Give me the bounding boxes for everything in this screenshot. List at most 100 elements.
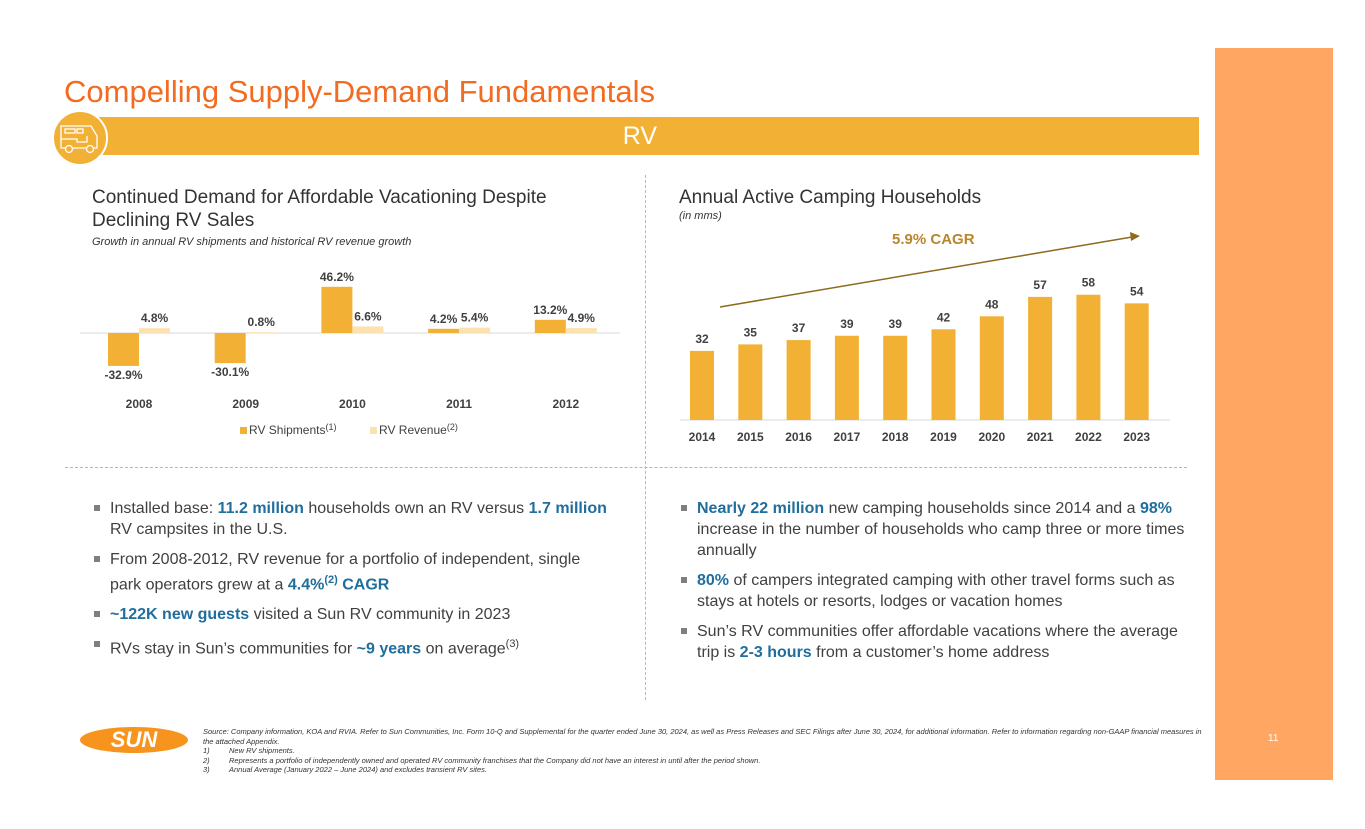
- vertical-divider: [645, 175, 646, 700]
- cagr-arrow: [719, 236, 1133, 308]
- data-label: 39: [840, 317, 854, 331]
- data-label: 0.8%: [248, 315, 276, 329]
- bullet-text: from a customer’s home address: [811, 644, 1050, 661]
- section-label: RV: [622, 122, 657, 150]
- rv-growth-chart: -32.9% 4.8% 2008 -30.1% 0.8% 2009 46.2% 6.6% 201…: [80, 270, 620, 437]
- bullet-text: 1.7 million: [528, 500, 607, 517]
- household-bar: [1028, 296, 1053, 420]
- data-label: 5.4%: [461, 311, 489, 325]
- bullet-text: households own an RV versus: [303, 500, 529, 517]
- bullet-text: (2): [324, 574, 338, 586]
- footnote: 1) New RV shipments.: [203, 746, 295, 756]
- bullet-text: of campers integrated camping with other…: [697, 572, 1175, 610]
- left-heading: Continued Demand for Affordable Vacation…: [92, 187, 547, 231]
- revenue-bar: [352, 326, 384, 333]
- household-bar: [979, 316, 1004, 420]
- bullet-text: Nearly 22 million: [697, 500, 825, 517]
- bullet-text: RVs stay in Sun’s communities for: [110, 640, 357, 658]
- section-band: RV: [95, 117, 1199, 155]
- legend-label: RV Revenue(2): [379, 422, 458, 437]
- bullet-text: increase in the number of households who…: [697, 521, 1185, 559]
- x-tick-label: 2008: [126, 397, 153, 411]
- data-label: 42: [937, 310, 951, 324]
- left-bullets: Installed base: 11.2 million households …: [92, 498, 612, 669]
- x-tick-label: 2011: [446, 397, 472, 411]
- bullet-item: ~122K new guests visited a Sun RV commun…: [92, 604, 612, 625]
- household-bar: [931, 329, 956, 420]
- bullet-text: visited a Sun RV community in 2023: [249, 606, 511, 624]
- x-tick-label: 2009: [232, 397, 259, 411]
- data-label: 4.2%: [430, 312, 458, 326]
- data-label: 4.9%: [568, 311, 596, 325]
- legend-label: RV Shipments(1): [249, 422, 336, 437]
- horizontal-divider: [65, 467, 1187, 468]
- x-tick-label: 2020: [978, 430, 1005, 444]
- bullet-text: 98%: [1139, 500, 1172, 517]
- revenue-bar: [245, 332, 277, 334]
- bullet-item: Installed base: 11.2 million households …: [92, 498, 612, 540]
- household-bar: [738, 344, 763, 420]
- data-label: 37: [792, 321, 806, 335]
- bullet-text: From 2008-2012, RV revenue for a portfol…: [110, 551, 581, 594]
- household-bar: [690, 350, 714, 420]
- x-tick-label: 2010: [339, 397, 366, 411]
- x-tick-label: 2014: [689, 430, 716, 444]
- x-tick-label: 2015: [737, 430, 764, 444]
- bullet-text: (3): [505, 638, 520, 651]
- bullet-item: 80% of campers integrated camping with o…: [679, 570, 1189, 612]
- shipments-bar: [428, 328, 460, 333]
- rv-icon: [52, 110, 108, 166]
- data-label: 48: [985, 297, 999, 311]
- data-label: 35: [744, 325, 758, 339]
- x-tick-label: 2016: [785, 430, 812, 444]
- revenue-bar: [565, 328, 597, 333]
- bullet-text: 11.2 million: [217, 500, 304, 517]
- data-label: 4.8%: [141, 311, 169, 325]
- x-tick-label: 2022: [1075, 430, 1102, 444]
- legend-swatch: [240, 427, 247, 434]
- data-label: 32: [695, 332, 709, 346]
- source-note: Source: Company information, KOA and RVI…: [203, 727, 1202, 746]
- shipments-bar: [534, 319, 566, 333]
- data-label: 39: [889, 317, 903, 331]
- bullet-text: 4.4%: [287, 576, 325, 594]
- bullet-item: Sun’s RV communities offer affordable va…: [679, 621, 1189, 663]
- bullet-text: ~9 years: [356, 640, 422, 658]
- x-tick-label: 2018: [882, 430, 909, 444]
- household-bar: [786, 340, 811, 420]
- page-number: 11: [1268, 733, 1279, 744]
- data-label: 6.6%: [354, 309, 382, 323]
- x-tick-label: 2012: [552, 397, 579, 411]
- data-label: -32.9%: [104, 368, 142, 382]
- household-bar: [1124, 303, 1149, 420]
- sun-logo: SUN: [80, 727, 188, 753]
- bullet-text: 2-3 hours: [739, 644, 812, 661]
- bullet-text: new camping households since 2014 and a: [824, 500, 1140, 517]
- bullet-text: CAGR: [337, 576, 390, 594]
- data-label: -30.1%: [211, 365, 249, 379]
- shipments-bar: [108, 333, 139, 366]
- data-label: 54: [1130, 284, 1144, 298]
- footnotes: Source: Company information, KOA and RVI…: [203, 727, 1213, 775]
- revenue-bar: [459, 327, 491, 333]
- arrow-head-icon: [1130, 232, 1140, 241]
- shipments-bar: [321, 286, 353, 333]
- data-label: 13.2%: [533, 303, 567, 317]
- side-panel: [1215, 48, 1333, 780]
- right-heading: Annual Active Camping Households: [679, 187, 982, 208]
- household-bar: [883, 335, 908, 420]
- household-bar: [834, 335, 859, 420]
- x-tick-label: 2017: [834, 430, 861, 444]
- data-label: 57: [1033, 278, 1047, 292]
- bullet-text: RV campsites in the U.S.: [110, 521, 288, 538]
- revenue-bar: [139, 328, 170, 333]
- bullet-text: ~122K new guests: [110, 606, 250, 624]
- right-bullets: Nearly 22 million new camping households…: [679, 498, 1189, 672]
- legend-swatch: [370, 427, 377, 434]
- page-title: Compelling Supply-Demand Fundamentals: [64, 74, 656, 109]
- bullet-text: Installed base:: [110, 500, 218, 517]
- bullet-text: 80%: [697, 572, 730, 589]
- shipments-bar: [214, 333, 246, 364]
- bullet-item: From 2008-2012, RV revenue for a portfol…: [92, 549, 612, 595]
- footnote: 2) Represents a portfolio of independentl…: [203, 755, 761, 765]
